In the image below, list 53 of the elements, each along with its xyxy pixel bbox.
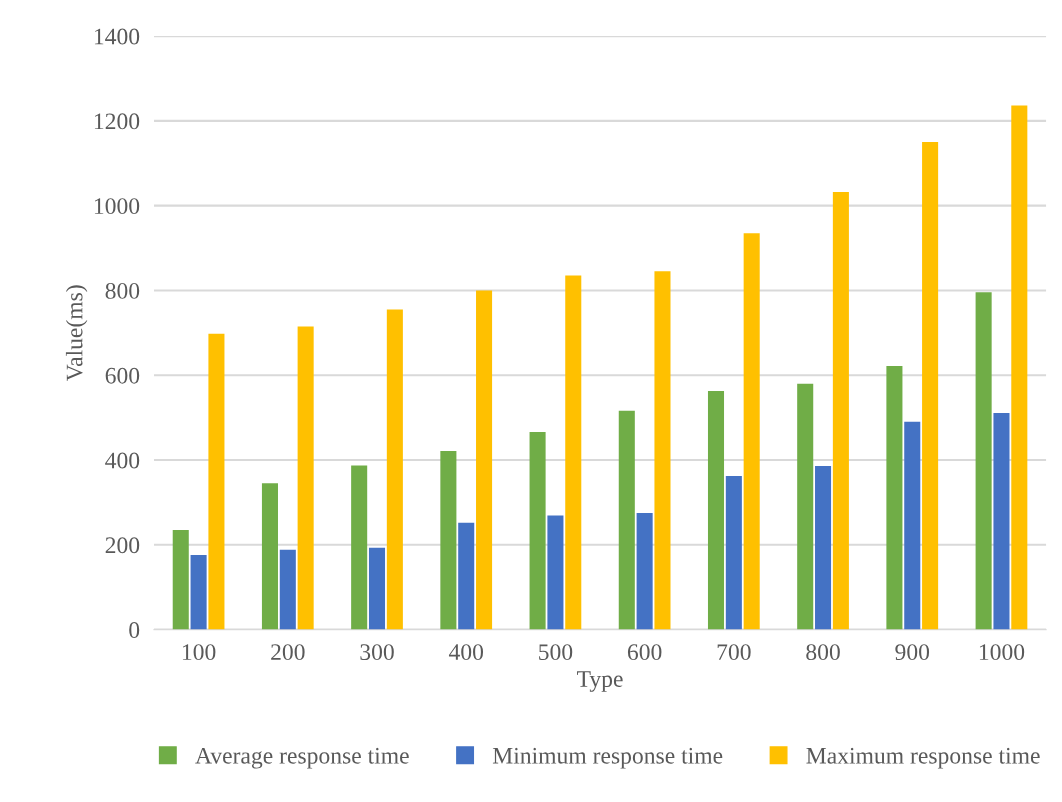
x-tick-label: 300 bbox=[360, 644, 394, 661]
bar bbox=[368, 547, 386, 630]
x-tick-label: 500 bbox=[539, 644, 573, 661]
y-tick-label: 1400 bbox=[94, 28, 140, 45]
bar bbox=[975, 292, 992, 630]
bar bbox=[707, 390, 725, 630]
bar bbox=[208, 333, 225, 630]
bar bbox=[1011, 105, 1028, 630]
x-tick-label: 600 bbox=[627, 644, 662, 661]
bar bbox=[190, 554, 207, 630]
bar bbox=[351, 465, 368, 630]
bar bbox=[297, 326, 314, 630]
x-tick-label: 400 bbox=[448, 644, 484, 661]
bar bbox=[815, 465, 832, 630]
bar bbox=[458, 522, 475, 630]
legend-label: Maximum response time bbox=[806, 747, 1040, 769]
bar bbox=[636, 512, 653, 630]
bar bbox=[565, 275, 582, 630]
bar bbox=[886, 365, 903, 630]
y-tick-label: 0 bbox=[129, 622, 140, 638]
bar bbox=[529, 432, 546, 630]
y-tick-label: 800 bbox=[105, 282, 140, 299]
bar bbox=[725, 476, 742, 630]
y-tick-label: 1000 bbox=[94, 198, 140, 215]
bar bbox=[172, 529, 189, 630]
bar bbox=[386, 309, 403, 630]
x-tick-label: 900 bbox=[895, 644, 930, 661]
bar bbox=[904, 421, 921, 630]
x-tick-label: 200 bbox=[271, 644, 305, 661]
y-tick-label: 200 bbox=[105, 537, 140, 554]
bar bbox=[743, 233, 760, 630]
x-tick-label: 100 bbox=[182, 644, 216, 661]
bar bbox=[797, 383, 814, 630]
x-axis-title: Type bbox=[577, 671, 623, 692]
bar bbox=[261, 483, 278, 630]
bar bbox=[547, 515, 564, 630]
y-tick-label: 1200 bbox=[94, 113, 140, 130]
bar bbox=[618, 410, 635, 630]
y-axis-title: Value(ms) bbox=[65, 285, 88, 382]
y-tick-label: 400 bbox=[105, 452, 140, 469]
x-tick-label: 800 bbox=[806, 644, 840, 661]
bar bbox=[832, 192, 849, 630]
bar bbox=[922, 142, 939, 630]
bar bbox=[279, 549, 296, 630]
y-tick-label: 600 bbox=[105, 367, 140, 384]
bar bbox=[654, 271, 671, 630]
x-tick-label: 1000 bbox=[979, 644, 1025, 661]
x-tick-label: 700 bbox=[717, 644, 751, 661]
legend-label: Average response time bbox=[195, 747, 409, 769]
bar bbox=[476, 290, 493, 630]
bar bbox=[440, 451, 457, 630]
legend-label: Minimum response time bbox=[492, 747, 723, 769]
bar bbox=[993, 412, 1010, 630]
